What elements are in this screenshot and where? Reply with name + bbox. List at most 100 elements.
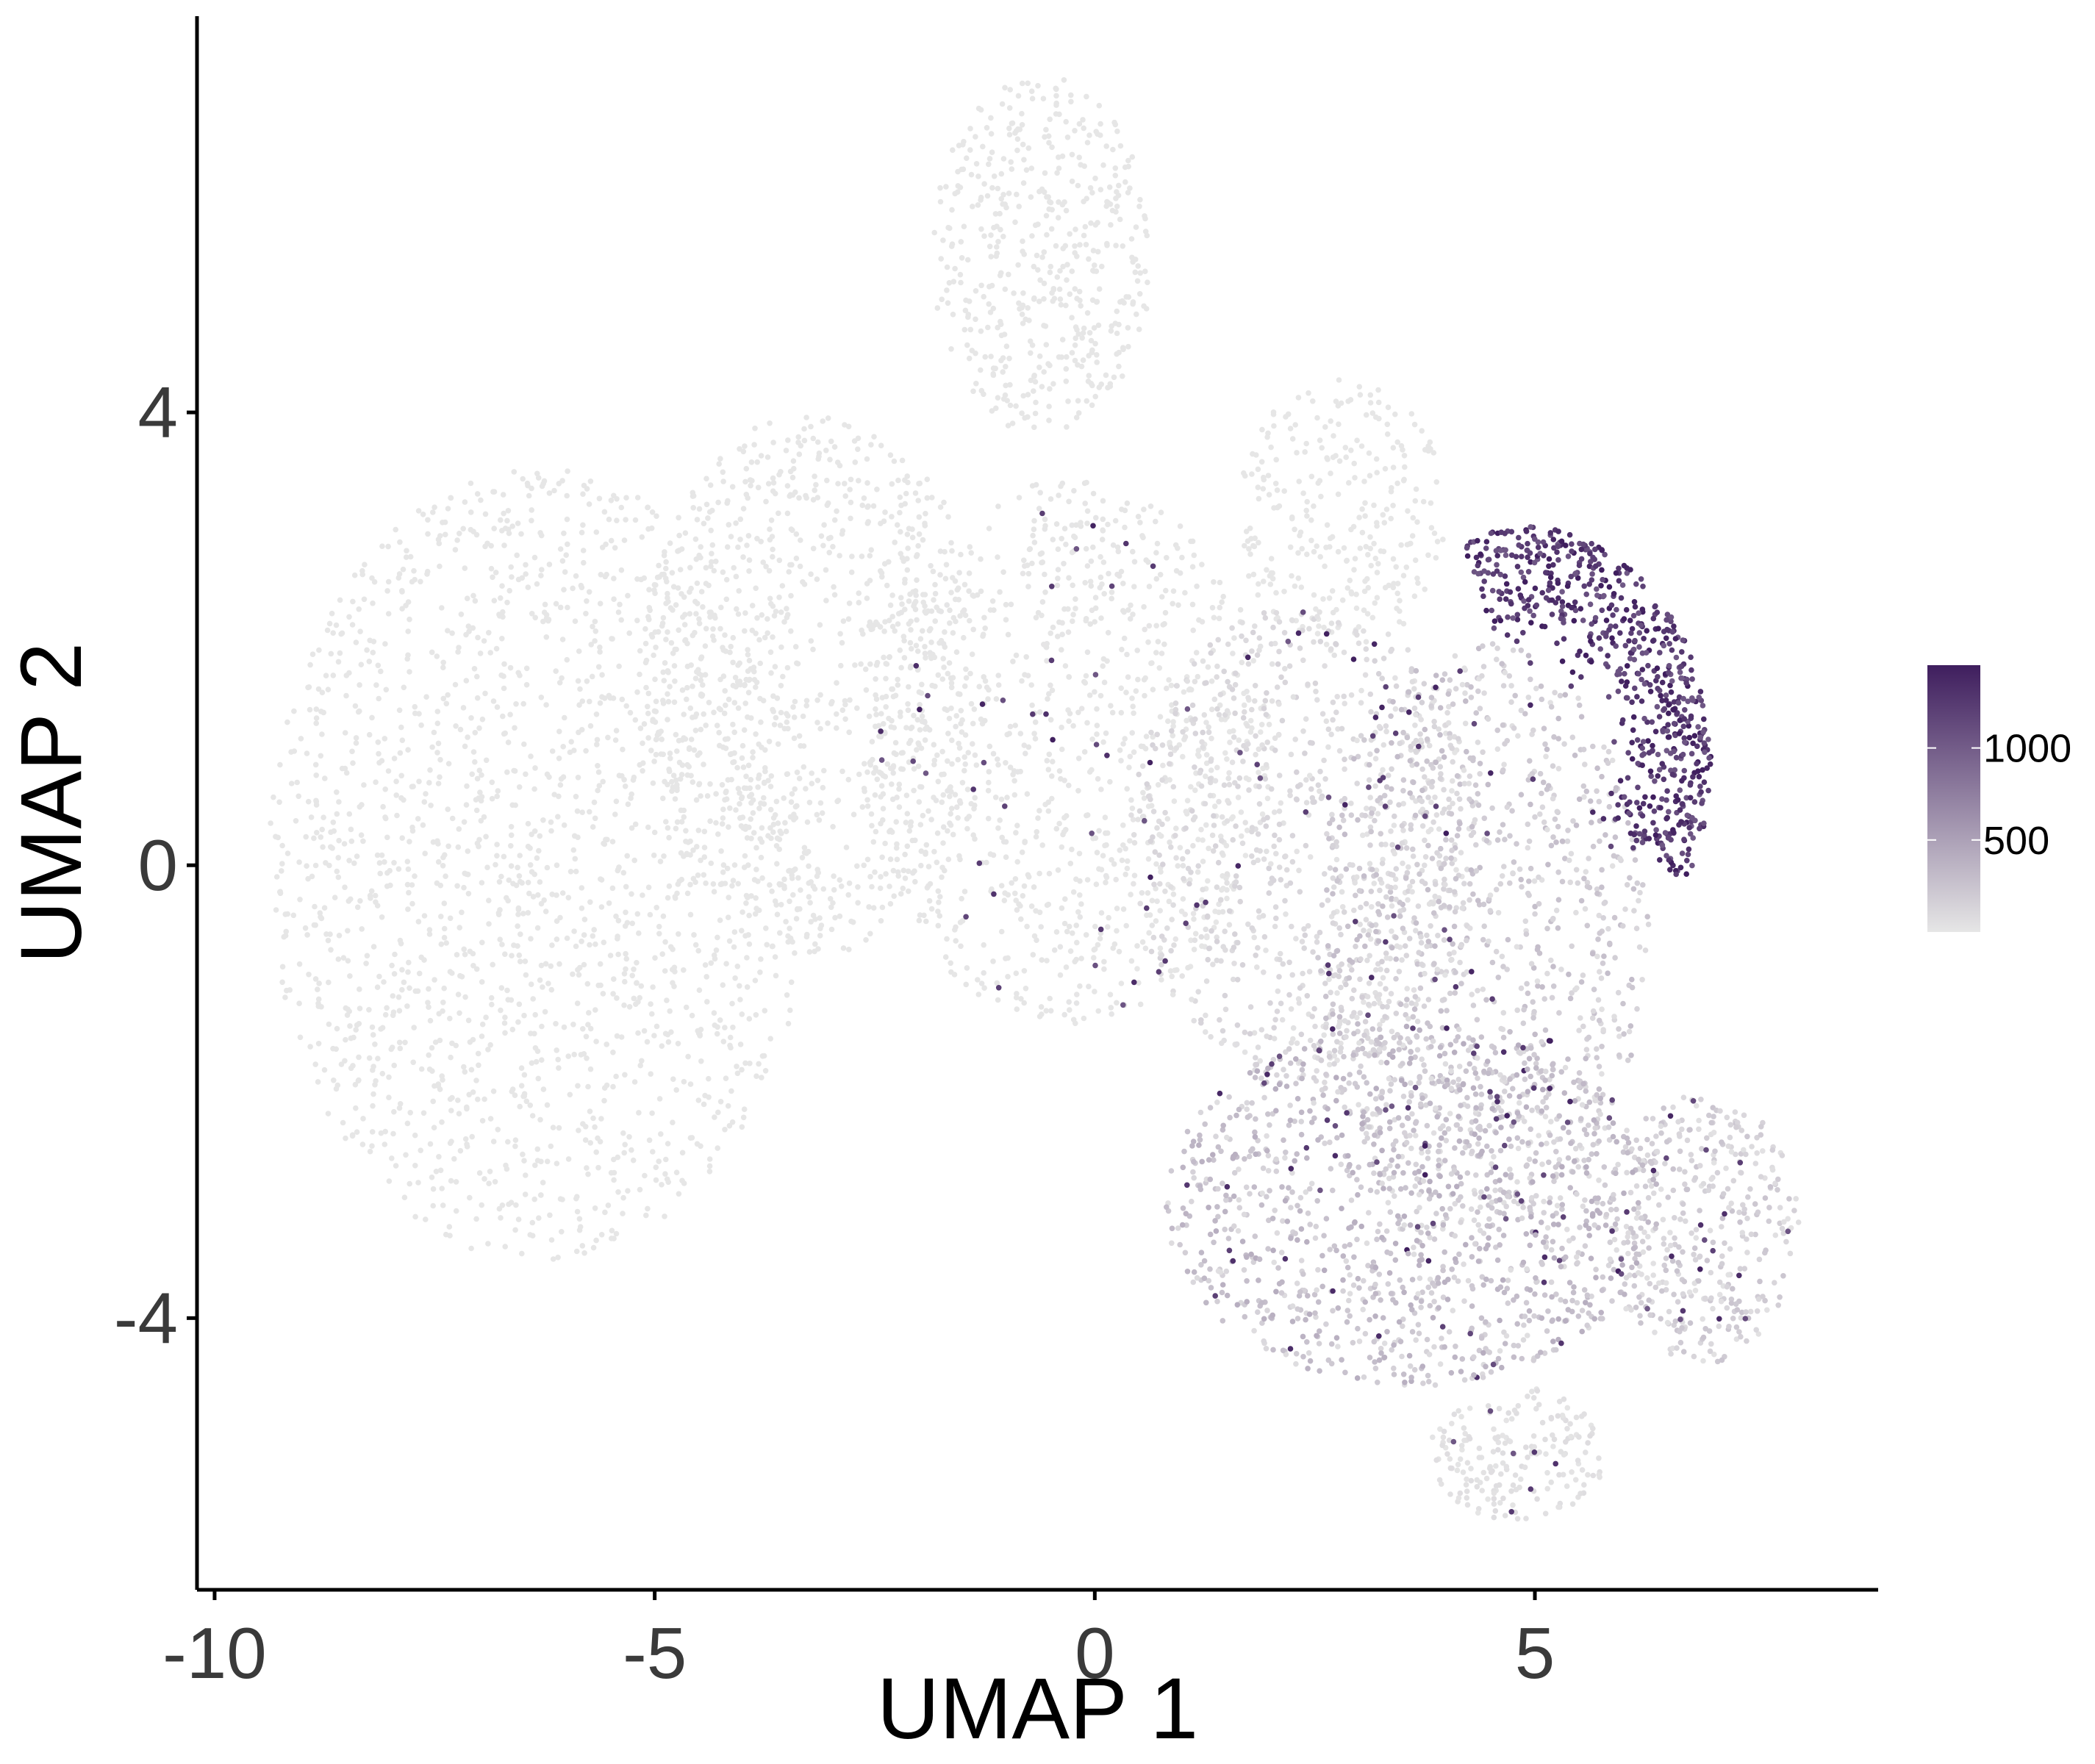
scatter-point bbox=[1346, 480, 1352, 486]
scatter-point bbox=[587, 942, 592, 948]
scatter-point bbox=[1441, 937, 1447, 943]
scatter-point bbox=[692, 942, 699, 948]
scatter-point bbox=[430, 1186, 437, 1192]
scatter-point bbox=[978, 556, 984, 562]
scatter-point bbox=[611, 492, 617, 499]
scatter-point bbox=[1019, 110, 1025, 117]
scatter-point bbox=[981, 233, 987, 240]
scatter-point bbox=[594, 736, 601, 743]
scatter-point bbox=[864, 803, 871, 809]
scatter-point bbox=[753, 585, 759, 592]
scatter-point bbox=[724, 865, 731, 872]
scatter-point bbox=[512, 725, 518, 731]
scatter-point bbox=[1361, 478, 1367, 484]
scatter-point bbox=[753, 867, 759, 872]
scatter-point bbox=[613, 1073, 619, 1080]
scatter-point bbox=[532, 1011, 538, 1018]
scatter-point bbox=[1269, 698, 1275, 704]
scatter-point bbox=[1125, 674, 1131, 680]
scatter-point bbox=[661, 678, 667, 684]
scatter-point bbox=[593, 1039, 599, 1044]
scatter-point bbox=[473, 807, 480, 814]
scatter-point bbox=[776, 510, 781, 517]
scatter-point bbox=[372, 1041, 378, 1047]
scatter-point bbox=[353, 740, 359, 746]
scatter-point bbox=[1353, 591, 1359, 598]
scatter-point bbox=[1177, 523, 1183, 529]
scatter-point bbox=[1053, 521, 1060, 527]
scatter-point bbox=[564, 935, 570, 942]
scatter-point bbox=[1389, 1028, 1395, 1035]
scatter-point bbox=[823, 567, 829, 573]
scatter-point bbox=[1382, 466, 1389, 472]
scatter-point bbox=[934, 305, 941, 311]
scatter-point bbox=[405, 969, 411, 975]
scatter-point bbox=[352, 703, 359, 709]
scatter-point bbox=[1239, 633, 1245, 639]
scatter-point bbox=[1333, 398, 1339, 404]
scatter-point bbox=[1204, 933, 1210, 939]
scatter-point bbox=[1095, 942, 1101, 948]
scatter-point bbox=[1400, 828, 1406, 833]
scatter-point bbox=[761, 795, 767, 801]
scatter-point bbox=[1072, 357, 1078, 364]
scatter-point bbox=[1365, 551, 1371, 558]
scatter-point bbox=[1301, 945, 1307, 951]
scatter-point bbox=[1259, 426, 1265, 433]
scatter-point bbox=[641, 721, 648, 727]
scatter-point bbox=[948, 243, 955, 249]
scatter-point bbox=[708, 563, 714, 570]
scatter-point bbox=[399, 835, 405, 841]
scatter-point bbox=[403, 1152, 409, 1158]
scatter-point bbox=[737, 790, 742, 796]
scatter-point bbox=[1058, 775, 1064, 782]
scatter-point bbox=[717, 456, 723, 462]
scatter-point bbox=[584, 678, 590, 684]
scatter-point bbox=[1023, 654, 1029, 660]
scatter-point bbox=[917, 727, 923, 733]
scatter-point bbox=[1231, 635, 1237, 641]
scatter-point bbox=[1020, 570, 1026, 577]
scatter-point bbox=[1095, 248, 1101, 255]
scatter-point bbox=[1094, 359, 1100, 365]
scatter-point bbox=[535, 892, 541, 898]
scatter-point bbox=[582, 1137, 589, 1143]
scatter-point bbox=[429, 744, 435, 750]
scatter-point bbox=[475, 634, 481, 641]
scatter-point bbox=[812, 473, 817, 479]
scatter-point bbox=[1372, 556, 1379, 562]
scatter-point bbox=[1018, 916, 1024, 922]
scatter-point bbox=[740, 506, 747, 512]
scatter-point bbox=[1117, 847, 1123, 853]
scatter-point bbox=[1075, 756, 1082, 761]
scatter-point bbox=[1122, 164, 1128, 171]
scatter-point bbox=[1211, 579, 1217, 585]
scatter-point bbox=[895, 676, 900, 683]
scatter-point bbox=[899, 601, 905, 607]
scatter-point bbox=[823, 448, 829, 453]
scatter-point bbox=[902, 576, 908, 583]
scatter-point bbox=[978, 367, 984, 373]
scatter-point bbox=[482, 511, 489, 517]
scatter-point bbox=[1100, 498, 1106, 504]
scatter-point bbox=[900, 766, 906, 772]
scatter-point bbox=[1028, 682, 1034, 688]
scatter-point bbox=[831, 444, 838, 450]
scatter-point bbox=[952, 578, 959, 584]
scatter-point bbox=[1098, 786, 1104, 792]
scatter-point bbox=[706, 1156, 713, 1162]
scatter-point bbox=[1365, 584, 1372, 591]
scatter-point bbox=[895, 477, 901, 484]
scatter-point bbox=[878, 794, 884, 800]
scatter-point bbox=[803, 415, 809, 420]
scatter-point bbox=[1366, 450, 1372, 456]
scatter-point bbox=[864, 595, 870, 601]
scatter-point bbox=[1069, 151, 1075, 158]
scatter-point bbox=[684, 850, 690, 857]
scatter-point bbox=[986, 301, 992, 307]
scatter-point bbox=[623, 703, 629, 709]
scatter-point bbox=[320, 814, 326, 820]
scatter-point bbox=[789, 562, 795, 568]
scatter-point bbox=[579, 885, 585, 891]
scatter-point bbox=[1173, 567, 1180, 574]
